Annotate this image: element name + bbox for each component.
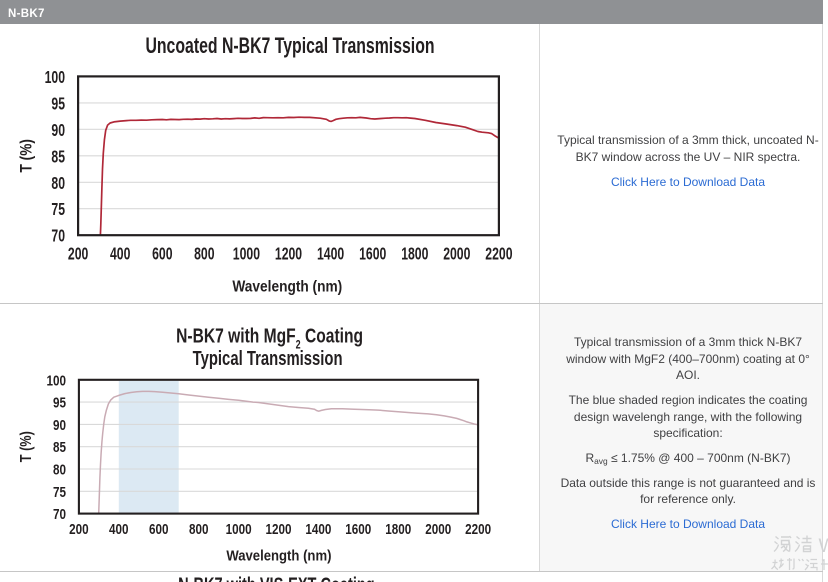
svg-text:2200: 2200: [485, 244, 512, 264]
svg-text:600: 600: [152, 244, 172, 264]
svg-text:Wavelength (nm): Wavelength (nm): [232, 279, 342, 296]
svg-text:Uncoated N-BK7 Typical Transmi: Uncoated N-BK7 Typical Transmission: [145, 35, 434, 59]
svg-text:2000: 2000: [443, 244, 470, 264]
svg-text:70: 70: [53, 506, 66, 523]
svg-text:100: 100: [46, 372, 66, 389]
svg-text:400: 400: [110, 244, 130, 264]
svg-text:80: 80: [51, 174, 65, 194]
svg-text:400: 400: [109, 521, 129, 538]
svg-text:1600: 1600: [345, 521, 371, 538]
svg-text:T (%): T (%): [17, 139, 35, 172]
svg-text:N-BK7 with VIS-EXT Coating: N-BK7 with VIS-EXT Coating: [178, 573, 374, 582]
svg-text:1800: 1800: [385, 521, 411, 538]
svg-text:Typical Transmission: Typical Transmission: [193, 347, 343, 370]
svg-text:80: 80: [53, 461, 66, 478]
svg-text:T (%): T (%): [18, 431, 35, 462]
svg-text:1800: 1800: [401, 244, 428, 264]
svg-text:75: 75: [51, 200, 65, 220]
svg-text:2000: 2000: [425, 521, 451, 538]
svg-text:1200: 1200: [265, 521, 291, 538]
svg-text:800: 800: [194, 244, 214, 264]
svg-text:600: 600: [149, 521, 169, 538]
svg-text:95: 95: [53, 394, 66, 411]
svg-text:2200: 2200: [465, 521, 491, 538]
svg-text:Wavelength (nm): Wavelength (nm): [226, 547, 331, 564]
svg-text:1000: 1000: [233, 244, 260, 264]
svg-text:1000: 1000: [226, 521, 252, 538]
svg-text:95: 95: [51, 94, 65, 114]
svg-text:1600: 1600: [359, 244, 386, 264]
svg-text:100: 100: [45, 68, 65, 88]
svg-text:W: W: [819, 535, 828, 557]
svg-text:70: 70: [51, 226, 65, 246]
svg-text:90: 90: [51, 121, 65, 141]
svg-text:200: 200: [69, 521, 89, 538]
svg-text:1400: 1400: [305, 521, 331, 538]
svg-text:90: 90: [53, 417, 66, 434]
svg-text:75: 75: [53, 483, 66, 500]
svg-text:200: 200: [68, 244, 88, 264]
svg-text:85: 85: [51, 147, 65, 167]
svg-text:1200: 1200: [275, 244, 302, 264]
svg-text:800: 800: [189, 521, 209, 538]
svg-text:1400: 1400: [317, 244, 344, 264]
svg-text:85: 85: [53, 439, 66, 456]
